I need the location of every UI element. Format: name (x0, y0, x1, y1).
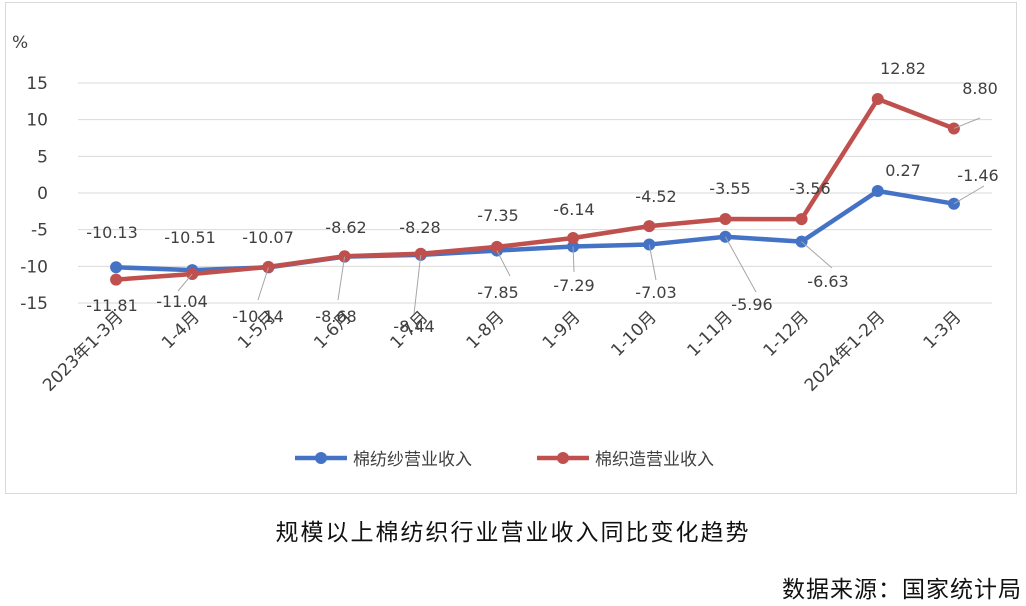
leader-line (257, 267, 269, 301)
x-tick-label: 2023年1-3月 (39, 307, 127, 395)
data-point (110, 273, 123, 286)
legend-label: 棉纺纱营业收入 (353, 450, 472, 470)
x-tick-label: 2024年1-2月 (801, 307, 889, 395)
x-tick-label: 1-10月 (607, 307, 660, 360)
leader-line (648, 244, 657, 281)
x-tick-label: 1-3月 (920, 307, 966, 353)
data-point (567, 232, 580, 245)
y-axis-unit: % (12, 33, 28, 53)
leader-line (177, 273, 193, 292)
leader-line (801, 241, 833, 269)
y-tick-label: -10 (20, 257, 48, 277)
data-point (871, 92, 884, 105)
leader-line (572, 246, 575, 273)
data-label: 12.82 (880, 59, 926, 78)
data-label: -11.81 (86, 296, 138, 315)
data-label: -8.62 (325, 218, 366, 237)
leader-line (953, 185, 985, 205)
data-point (414, 247, 427, 260)
data-point (490, 240, 503, 253)
leader-line (724, 236, 757, 293)
y-tick-label: 0 (37, 184, 48, 204)
y-tick-label: 15 (26, 74, 48, 94)
data-label: -1.46 (957, 166, 998, 185)
data-label: -7.29 (553, 276, 594, 295)
x-tick-label: 1-4月 (158, 307, 204, 353)
leader-line (337, 256, 346, 301)
legend-marker (315, 452, 327, 464)
data-label: -6.63 (807, 272, 848, 291)
y-tick-label: -5 (31, 221, 48, 241)
data-point (262, 260, 275, 273)
data-label: -7.35 (477, 206, 518, 225)
series-line (113, 96, 957, 282)
data-label: -11.04 (156, 292, 208, 311)
legend-marker (557, 452, 569, 464)
data-label: 0.27 (885, 161, 921, 180)
data-label: -6.14 (553, 200, 594, 219)
data-label: -8.68 (315, 307, 356, 326)
chart-caption: 规模以上棉纺织行业营业收入同比变化趋势 (275, 520, 751, 546)
data-label: -10.13 (86, 223, 138, 242)
data-point (338, 250, 351, 263)
data-point (110, 261, 123, 274)
data-point (719, 213, 732, 226)
x-tick-label: 1-11月 (683, 307, 736, 360)
data-point (643, 220, 656, 233)
x-tick-label: 1-8月 (463, 307, 509, 353)
x-tick-label: 1-9月 (539, 307, 585, 353)
y-tick-label: 5 (37, 147, 48, 167)
leader-line (413, 254, 422, 315)
data-label: -7.85 (477, 283, 518, 302)
data-label: -10.51 (164, 228, 216, 247)
data-label: -3.55 (709, 179, 750, 198)
leader-line (496, 250, 511, 277)
data-point (871, 185, 884, 198)
data-source: 数据来源：国家统计局 (782, 577, 1022, 603)
data-label: -10.14 (232, 307, 284, 326)
y-tick-label: 10 (26, 111, 48, 131)
data-label: -10.07 (242, 228, 294, 247)
data-label: -5.96 (731, 295, 772, 314)
data-label: -7.03 (635, 283, 676, 302)
data-label: 8.80 (962, 79, 998, 98)
y-tick-label: -15 (20, 294, 48, 314)
data-label: -8.28 (399, 218, 440, 237)
data-label: -8.44 (393, 317, 434, 336)
data-point (795, 213, 808, 226)
leader-line (953, 117, 981, 129)
data-label: -3.56 (789, 179, 830, 198)
legend-label: 棉织造营业收入 (595, 450, 714, 470)
x-tick-label: 1-12月 (760, 307, 813, 360)
data-label: -4.52 (635, 187, 676, 206)
